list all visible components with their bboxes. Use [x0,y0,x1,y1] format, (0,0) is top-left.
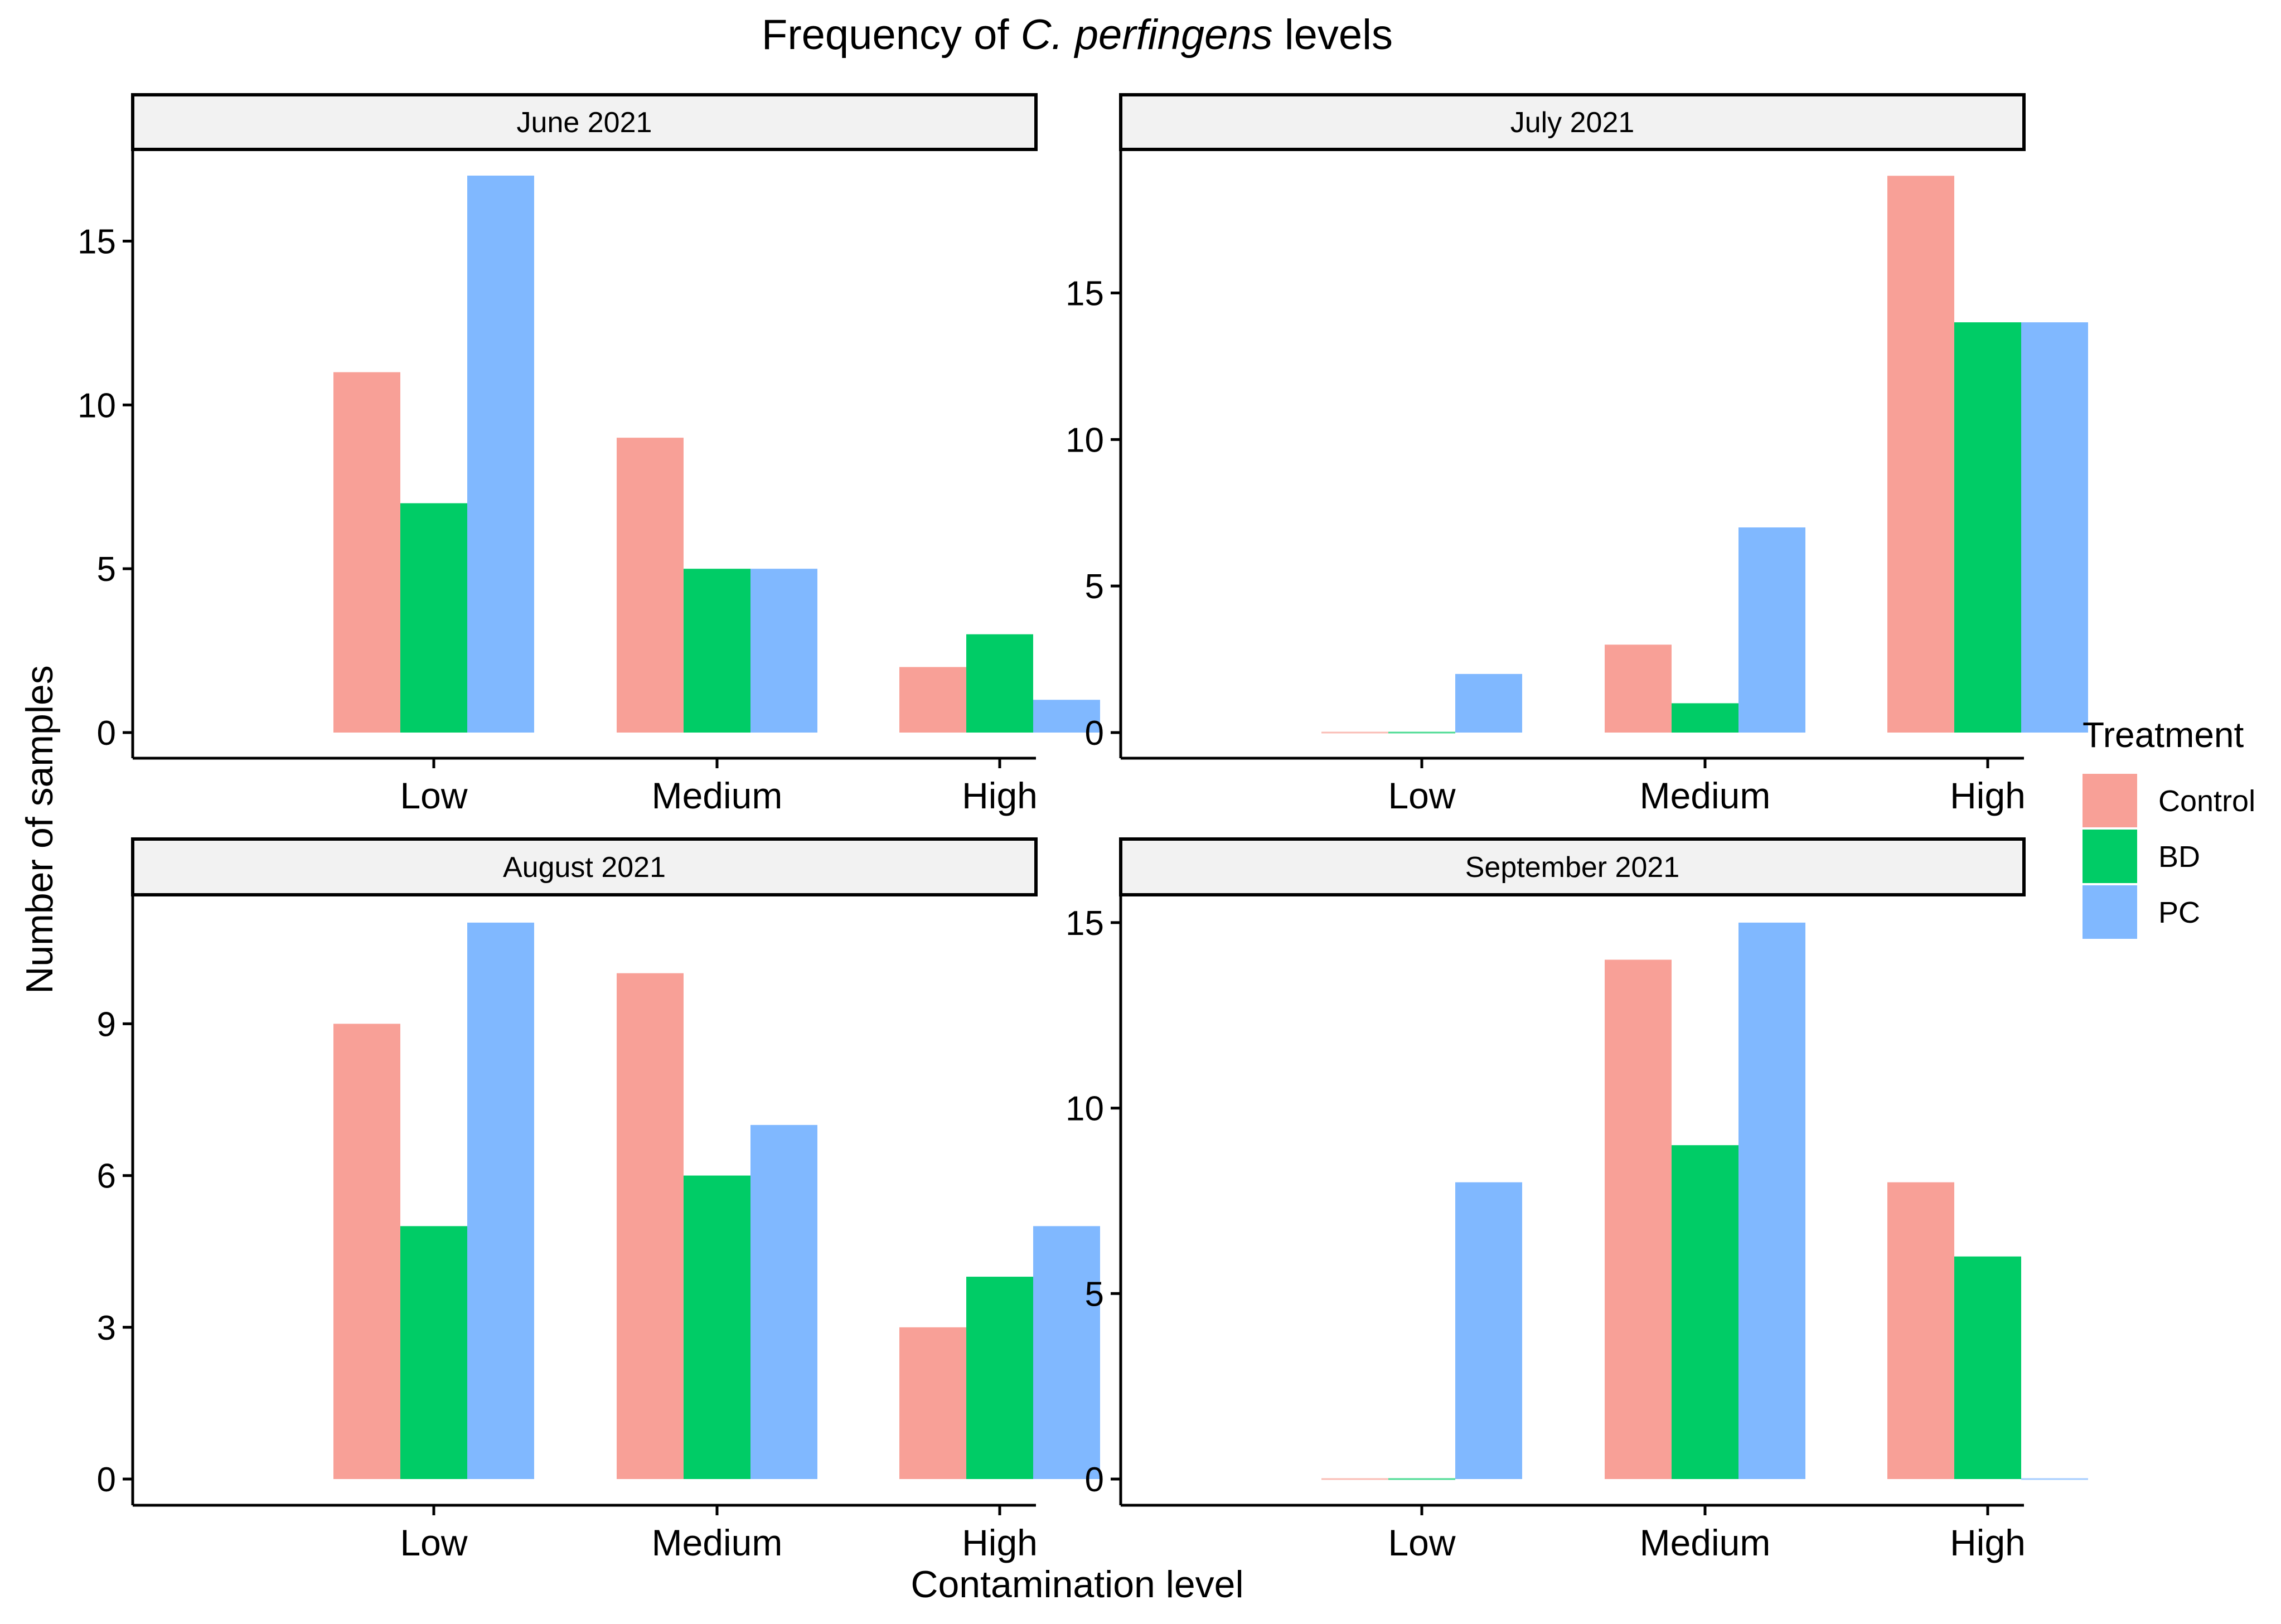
chart-title-suffix: levels [1273,11,1393,59]
bar-august-2021-high-pc [1033,1226,1100,1479]
y-tick-label-july-2021-15: 15 [1066,275,1104,313]
bar-august-2021-medium-control [617,973,684,1479]
bar-august-2021-low-control [333,1024,400,1479]
bar-july-2021-medium-control [1605,644,1672,733]
bar-july-2021-high-bd [1954,322,2021,733]
y-tick-label-august-2021-0: 0 [97,1461,116,1499]
x-tick-label-june-2021-low: Low [400,775,467,816]
bar-july-2021-high-pc [2021,322,2088,733]
y-tick-label-september-2021-15: 15 [1066,904,1104,943]
legend-key-pc [2083,885,2137,939]
y-tick-label-july-2021-5: 5 [1085,568,1104,606]
bar-july-2021-medium-bd [1672,703,1738,733]
bar-july-2021-high-control [1887,176,1954,733]
legend-label-control: Control [2158,784,2255,818]
x-tick-label-july-2021-high: High [1950,775,2026,816]
bar-june-2021-low-control [333,372,400,733]
bar-june-2021-low-pc [467,176,534,733]
y-tick-label-june-2021-15: 15 [78,223,116,261]
strip-label-june-2021: June 2021 [517,106,652,139]
y-tick-label-september-2021-10: 10 [1066,1090,1104,1128]
x-tick-label-september-2021-high: High [1950,1522,2026,1563]
x-axis-title: Contamination level [911,1563,1243,1606]
bar-july-2021-medium-pc [1738,527,1805,733]
strip-july-2021 [1119,93,2026,151]
strip-label-august-2021: August 2021 [503,851,666,884]
x-tick-label-september-2021-low: Low [1388,1522,1455,1563]
x-tick-label-june-2021-medium: Medium [652,775,783,816]
bar-june-2021-medium-control [617,438,684,733]
panel-july-2021: July 2021 0 5 10 15 Low Medium High [1066,93,2088,816]
strip-label-july-2021: July 2021 [1510,106,1635,139]
chart-title: Frequency of C. perfingens levels [762,11,1393,59]
strip-september-2021 [1119,837,2026,896]
y-tick-label-june-2021-5: 5 [97,550,116,589]
bar-september-2021-high-bd [1954,1256,2021,1479]
bar-june-2021-medium-bd [684,569,750,733]
legend-key-control [2083,774,2137,827]
x-tick-label-august-2021-low: Low [400,1522,467,1563]
y-tick-label-august-2021-9: 9 [97,1005,116,1044]
bar-august-2021-low-pc [467,922,534,1479]
y-tick-label-july-2021-10: 10 [1066,421,1104,459]
legend-label-bd: BD [2158,840,2200,874]
bar-june-2021-low-bd [400,503,467,733]
bar-june-2021-high-control [899,667,966,733]
x-tick-label-june-2021-high: High [962,775,1038,816]
panel-september-2021: September 2021 0 5 10 15 Low Medium High [1066,837,2088,1563]
y-tick-label-august-2021-6: 6 [97,1157,116,1196]
y-tick-label-june-2021-10: 10 [78,386,116,425]
bar-september-2021-medium-pc [1738,922,1805,1479]
chart-title-prefix: Frequency of [762,11,1021,59]
bar-august-2021-medium-pc [750,1124,817,1479]
y-axis-title: Number of samples [18,665,61,994]
bar-june-2021-medium-pc [750,569,817,733]
x-tick-label-july-2021-low: Low [1388,775,1455,816]
strip-august-2021 [131,837,1038,896]
x-tick-label-september-2021-medium: Medium [1640,1522,1771,1563]
chart-title-italic: C. perfingens [1021,11,1273,59]
x-tick-label-august-2021-medium: Medium [652,1522,783,1563]
facet-panels: June 2021 0 5 10 15 Low Medium High July 2021 0 5 1… [78,93,2088,1563]
bar-september-2021-high-control [1887,1182,1954,1479]
panel-june-2021: June 2021 0 5 10 15 Low Medium High [78,93,1100,816]
y-tick-label-june-2021-0: 0 [97,714,116,753]
bar-august-2021-high-control [899,1327,966,1479]
bar-june-2021-high-pc [1033,700,1100,733]
x-tick-label-august-2021-high: High [962,1522,1038,1563]
bar-august-2021-low-bd [400,1226,467,1479]
y-tick-label-august-2021-3: 3 [97,1309,116,1347]
y-tick-label-july-2021-0: 0 [1085,714,1104,753]
legend-key-bd [2083,830,2137,883]
bar-august-2021-high-bd [966,1277,1033,1479]
legend: Treatment Control BD PC [2083,715,2255,939]
y-tick-label-september-2021-5: 5 [1085,1275,1104,1313]
legend-title: Treatment [2083,715,2244,755]
bar-june-2021-high-bd [966,634,1033,733]
y-tick-label-september-2021-0: 0 [1085,1461,1104,1499]
bar-september-2021-medium-bd [1672,1145,1738,1479]
strip-june-2021 [131,93,1038,151]
bar-september-2021-low-pc [1455,1182,1522,1479]
legend-label-pc: PC [2158,896,2200,929]
strip-label-september-2021: September 2021 [1465,851,1680,884]
x-tick-label-july-2021-medium: Medium [1640,775,1771,816]
bar-september-2021-medium-control [1605,959,1672,1479]
panel-august-2021: August 2021 0 3 6 9 Low Medium High [97,837,1100,1563]
bar-august-2021-medium-bd [684,1175,750,1479]
bar-july-2021-low-pc [1455,673,1522,733]
